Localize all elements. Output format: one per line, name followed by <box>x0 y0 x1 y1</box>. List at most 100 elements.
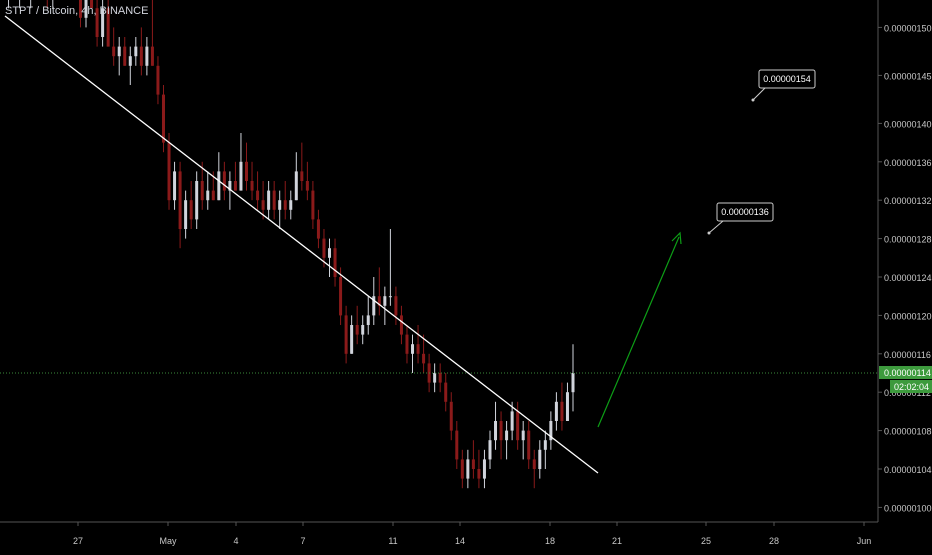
candle-body <box>178 171 182 229</box>
candle-body <box>272 190 276 210</box>
candle-body <box>532 459 536 469</box>
time-tick-label: 4 <box>233 536 238 546</box>
price-tick-label: 0.00000100 <box>884 503 932 513</box>
countdown-label: 02:02:04 <box>894 382 929 392</box>
time-tick-label: 14 <box>455 536 465 546</box>
candle-body <box>554 401 558 421</box>
candle-body <box>300 171 304 181</box>
price-tick-label: 0.00000136 <box>884 158 932 168</box>
candle-body <box>106 8 110 47</box>
candle-body <box>261 200 265 210</box>
candle-body <box>460 459 464 479</box>
candle-body <box>101 8 105 37</box>
callout-pointer <box>708 220 724 234</box>
candle-body <box>328 248 332 258</box>
callout-anchor-dot <box>751 98 755 102</box>
price-tick-label: 0.00000132 <box>884 196 932 206</box>
candle-body <box>333 248 337 277</box>
candle-body <box>84 0 88 18</box>
candle-body <box>549 421 553 441</box>
candle-body <box>422 353 426 364</box>
candle-body <box>499 421 503 441</box>
price-tick-label: 0.00000120 <box>884 311 932 321</box>
candle-body <box>372 296 376 316</box>
candle-body <box>189 200 193 220</box>
candle-body <box>244 161 248 181</box>
candle-body <box>565 392 569 421</box>
candle-body <box>117 46 121 57</box>
candle-body <box>366 315 370 325</box>
projection-arrow <box>597 236 680 428</box>
candle-body <box>344 315 348 354</box>
candle-body <box>482 459 486 479</box>
price-tick-label: 0.00000104 <box>884 465 932 475</box>
candle-body <box>377 296 381 306</box>
candle-body <box>477 469 481 479</box>
candle-body <box>167 142 171 201</box>
candle-body <box>510 411 514 431</box>
candle-body <box>283 200 287 210</box>
callout-anchor-dot <box>707 231 711 235</box>
time-tick-label: May <box>159 536 177 546</box>
time-tick-label: 28 <box>769 536 779 546</box>
candle-body <box>217 171 221 201</box>
candle-body <box>527 430 531 460</box>
candle-body <box>156 65 160 95</box>
callout-box <box>758 69 816 89</box>
candle-body <box>416 344 420 354</box>
candle-body <box>433 373 437 383</box>
candle-body <box>250 181 254 191</box>
candle-body <box>543 440 547 450</box>
candle-body <box>305 181 309 191</box>
candle-body <box>455 430 459 460</box>
price-tick-label: 0.00000112 <box>884 388 931 398</box>
time-tick-label: 11 <box>388 536 397 546</box>
time-tick-label: 18 <box>545 536 555 546</box>
candle-body <box>150 46 154 66</box>
time-tick-label: 7 <box>300 536 305 546</box>
candle-body <box>267 190 271 210</box>
candle-body <box>145 46 149 66</box>
candle-body <box>438 373 442 383</box>
callout-pointer <box>752 87 766 101</box>
candle-body <box>256 190 260 201</box>
price-tick-label: 0.00000140 <box>884 119 932 129</box>
candle-body <box>228 181 232 191</box>
candle-body <box>394 296 398 316</box>
candle-body <box>134 46 138 57</box>
callout-label: 0.00000154 <box>763 74 811 84</box>
candle-body <box>173 171 177 201</box>
price-tick-label: 0.00000145 <box>884 71 932 81</box>
price-tick-label: 0.00000128 <box>884 235 932 245</box>
candle-body <box>139 46 143 66</box>
candle-body <box>471 459 475 469</box>
time-tick-label: 21 <box>612 536 622 546</box>
candle-body <box>538 449 542 469</box>
candle-body <box>521 430 525 441</box>
candle-body <box>128 56 132 66</box>
candle-body <box>339 277 343 316</box>
candle-body <box>123 46 127 66</box>
candle-body <box>78 0 82 18</box>
candle-body <box>322 238 326 258</box>
candle-body <box>405 334 409 354</box>
candle-body <box>95 8 99 37</box>
candle-body <box>289 200 293 210</box>
candle-body <box>211 190 215 201</box>
candle-body <box>571 373 575 393</box>
candle-body <box>355 325 359 335</box>
candle-body <box>444 382 448 402</box>
candle-body <box>466 459 470 479</box>
candle-body <box>200 181 204 201</box>
candle-body <box>505 430 509 441</box>
trendline <box>4 15 599 474</box>
time-tick-label: Jun <box>857 536 872 546</box>
candle-body <box>239 161 243 191</box>
candle-body <box>388 296 392 298</box>
current-price-label: 0.00000114 <box>884 368 931 378</box>
candle-body <box>516 411 520 441</box>
candle-body <box>233 181 237 191</box>
candle-body <box>411 344 415 354</box>
